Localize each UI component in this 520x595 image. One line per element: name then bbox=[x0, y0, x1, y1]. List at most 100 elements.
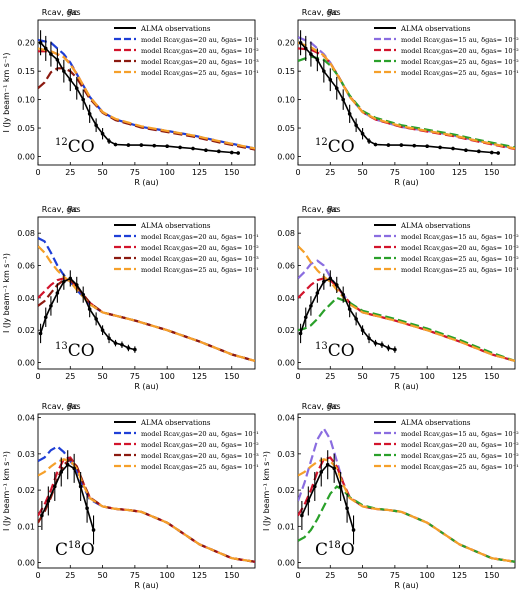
observation-point bbox=[74, 283, 79, 287]
observation-point bbox=[81, 97, 86, 102]
legend-label-observations: ALMA observations bbox=[400, 419, 471, 427]
ref-label-rcav: Rcav, gas bbox=[302, 205, 341, 214]
legend-label-4: model Rcav,gas=25 au, δgas= 10⁻¹ bbox=[141, 463, 259, 471]
panel-2: 0 25 50 75 100 125 150 0.00 0.05 0.10 0.15 0.20 R (a… bbox=[277, 8, 519, 187]
observation-point bbox=[68, 77, 73, 82]
legend-label-4: model Rcav,gas=25 au, δgas= 10⁻¹ bbox=[401, 266, 519, 274]
x-tick-label: 50 bbox=[97, 168, 107, 177]
y-tick-label: 0.15 bbox=[277, 67, 295, 76]
observation-point bbox=[325, 462, 330, 467]
x-tick-label: 75 bbox=[390, 168, 400, 177]
series-line-1 bbox=[38, 38, 255, 150]
y-tick-label: 0.03 bbox=[277, 450, 295, 459]
y-tick-label: 0.02 bbox=[277, 486, 295, 495]
observation-point bbox=[425, 144, 429, 149]
y-axis-label: I (Jy beam⁻¹ km s⁻¹) bbox=[2, 253, 11, 333]
legend-label-1: model Rcav,gas=15 au, δgas= 10⁻² bbox=[401, 36, 519, 44]
x-tick-label: 0 bbox=[295, 571, 300, 580]
isotope-number: 13 bbox=[315, 341, 328, 352]
observation-point bbox=[360, 328, 365, 332]
y-axis-label: I (Jy beam⁻¹ km s⁻¹) bbox=[2, 52, 11, 132]
observation-point bbox=[94, 317, 98, 321]
legend-label-1: model Rcav,gas=20 au, δgas= 10⁻¹ bbox=[141, 36, 259, 44]
x-tick-label: 100 bbox=[420, 372, 435, 381]
legend-label-observations: ALMA observations bbox=[140, 25, 211, 33]
x-tick-label: 125 bbox=[192, 571, 207, 580]
observation-point bbox=[334, 86, 339, 91]
observation-point bbox=[38, 331, 43, 336]
panel-4: 0 25 50 75 100 125 150 0.00 0.02 0.04 0.06 0.08 R (a… bbox=[277, 205, 519, 391]
plot-area bbox=[38, 30, 255, 155]
series-line-4 bbox=[298, 41, 515, 150]
observation-point bbox=[165, 144, 169, 149]
x-tick-label: 125 bbox=[192, 168, 207, 177]
y-tick-label: 0.08 bbox=[277, 229, 295, 238]
plot-frame bbox=[37, 216, 256, 370]
legend-label-observations: ALMA observations bbox=[140, 419, 211, 427]
y-tick-label: 0.05 bbox=[277, 124, 295, 133]
observation-point bbox=[309, 52, 313, 56]
observation-point bbox=[347, 112, 352, 116]
observation-point bbox=[139, 143, 144, 147]
y-tick-label: 0.20 bbox=[17, 39, 35, 48]
observation-point bbox=[126, 143, 131, 147]
ref-label-rcav: Rcav, gas bbox=[302, 8, 341, 17]
observation-point bbox=[306, 499, 311, 503]
observation-point bbox=[78, 484, 83, 489]
observation-point bbox=[87, 112, 92, 116]
y-tick-label: 0.01 bbox=[277, 522, 295, 531]
y-tick-label: 0.00 bbox=[17, 359, 35, 368]
observation-point bbox=[373, 142, 378, 147]
observation-point bbox=[107, 336, 111, 341]
panel-5: 0 25 50 75 100 125 150 0.00 0.01 0.02 0.03 0.04 R (a… bbox=[2, 402, 259, 590]
molecule-name: CO bbox=[328, 137, 355, 157]
observation-point bbox=[338, 484, 343, 489]
x-tick-label: 150 bbox=[224, 372, 239, 381]
observation-point bbox=[393, 347, 397, 352]
legend-label-1: model Rcav,gas=20 au, δgas= 10⁻¹ bbox=[141, 430, 259, 438]
observation-point bbox=[100, 131, 105, 136]
x-tick-label: 150 bbox=[484, 571, 499, 580]
observation-point bbox=[217, 149, 221, 154]
x-axis-label: R (au) bbox=[394, 581, 418, 590]
observation-point bbox=[52, 484, 57, 489]
observation-point bbox=[312, 484, 317, 489]
observation-point bbox=[354, 123, 358, 127]
molecule-name: CO bbox=[68, 137, 95, 157]
plot-frame bbox=[297, 216, 516, 370]
observation-point bbox=[328, 276, 333, 281]
observation-point bbox=[464, 148, 468, 153]
y-tick-label: 0.00 bbox=[277, 152, 295, 161]
observation-point bbox=[315, 291, 320, 295]
observation-point bbox=[191, 146, 195, 151]
observation-point bbox=[94, 123, 98, 127]
observation-point bbox=[81, 292, 86, 297]
x-tick-label: 50 bbox=[97, 571, 107, 580]
plot-frame bbox=[37, 19, 256, 166]
y-tick-label: 0.05 bbox=[17, 124, 35, 133]
observation-point bbox=[477, 149, 481, 154]
observation-point bbox=[341, 292, 346, 297]
observation-point bbox=[345, 506, 349, 511]
x-tick-label: 100 bbox=[160, 168, 175, 177]
observation-point bbox=[43, 46, 48, 51]
observation-point bbox=[319, 470, 324, 474]
panel-3: 0 25 50 75 100 125 150 0.00 0.02 0.04 0.06 0.08 R (a… bbox=[2, 205, 259, 391]
observation-point bbox=[120, 342, 124, 347]
x-tick-label: 25 bbox=[65, 571, 75, 580]
observation-point bbox=[303, 46, 308, 51]
x-tick-label: 100 bbox=[160, 571, 175, 580]
legend-label-4: model Rcav,gas=25 au, δgas= 10⁻¹ bbox=[401, 463, 519, 471]
molecule-label: C18O bbox=[315, 540, 355, 560]
x-tick-label: 0 bbox=[35, 168, 40, 177]
observations-line bbox=[299, 277, 396, 351]
y-tick-label: 0.08 bbox=[17, 229, 35, 238]
ref-label-rc: Rc bbox=[328, 402, 338, 411]
observation-point bbox=[322, 279, 326, 284]
x-tick-label: 125 bbox=[452, 168, 467, 177]
observation-point bbox=[367, 336, 371, 341]
legend-label-2: model Rcav,gas=20 au, δgas= 10⁻² bbox=[141, 244, 259, 252]
observation-point bbox=[347, 307, 352, 311]
observation-point bbox=[204, 148, 208, 153]
